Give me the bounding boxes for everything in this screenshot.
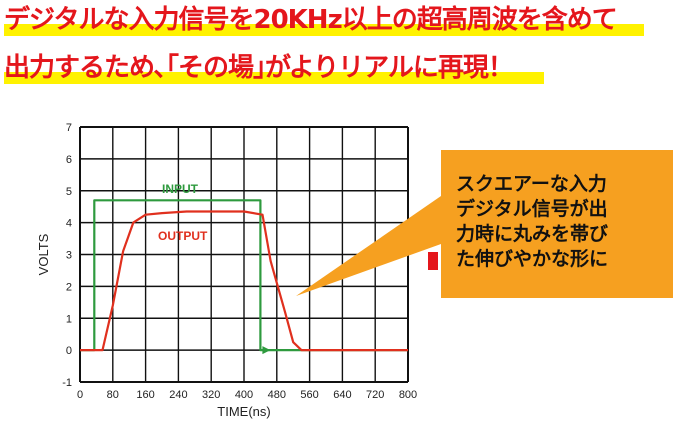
- series-label-input: INPUT: [162, 182, 199, 196]
- series-line-output: [80, 210, 408, 352]
- x-tick-label: 160: [136, 389, 154, 401]
- callout-pointer: [296, 196, 441, 296]
- input-arrowhead: [262, 346, 271, 355]
- y-tick-label: 7: [66, 122, 72, 134]
- callout-text: スクエアーな入力 デジタル信号が出 力時に丸みを帯び た伸びやかな形に: [456, 172, 666, 272]
- y-tick-label: 0: [66, 345, 72, 357]
- headline-line-1: デジタルな入力信号を20KHz以上の超高周波を含めて: [4, 5, 618, 35]
- x-tick-label: 800: [399, 389, 417, 401]
- y-axis-label: VOLTS: [36, 233, 51, 275]
- headline-highlight-1: [4, 24, 644, 36]
- headline-line-2: 出力するため､｢その場｣がよりリアルに再現！: [4, 53, 514, 83]
- x-tick-label: 0: [77, 389, 83, 401]
- x-tick-label: 720: [366, 389, 384, 401]
- y-tick-label: 3: [66, 250, 72, 262]
- headline-highlight-2: [4, 72, 544, 84]
- x-tick-label: 240: [169, 389, 187, 401]
- y-tick-label: 2: [66, 281, 72, 293]
- callout-line-4: た伸びやかな形に: [456, 248, 609, 270]
- y-tick-label: -1: [62, 377, 72, 389]
- y-tick-label: 5: [66, 186, 72, 198]
- x-tick-label: 320: [202, 389, 220, 401]
- callout-line-3: 力時に丸みを帯び: [456, 223, 609, 245]
- y-tick-label: 1: [66, 313, 72, 325]
- y-tick-label: 4: [66, 218, 72, 230]
- red-marker: [428, 252, 438, 270]
- x-axis-label: TIME(ns): [217, 404, 270, 419]
- x-tick-label: 80: [107, 389, 119, 401]
- callout-line-2: デジタル信号が出: [456, 198, 608, 220]
- x-tick-label: 640: [333, 389, 351, 401]
- x-tick-label: 480: [268, 389, 286, 401]
- x-tick-label: 560: [300, 389, 318, 401]
- x-tick-label: 400: [235, 389, 253, 401]
- callout-box: [441, 150, 673, 298]
- series-label-output: OUTPUT: [158, 229, 208, 243]
- y-tick-label: 6: [66, 154, 72, 166]
- callout-line-1: スクエアーな入力: [456, 173, 607, 195]
